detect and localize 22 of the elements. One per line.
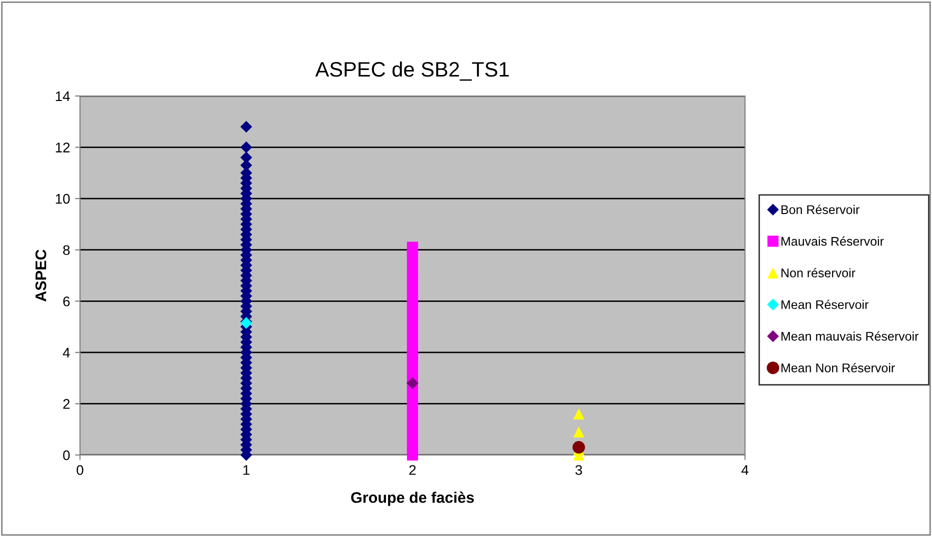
y-tick-label: 4	[62, 348, 70, 358]
y-tick-label: 0	[63, 450, 70, 460]
chart-title: ASPEC de SB2_TS1	[315, 61, 509, 81]
y-tick-label: 14	[56, 91, 70, 102]
legend-label: Mean mauvais Réservoir	[782, 331, 919, 341]
legend-label: Bon Réservoir	[782, 204, 860, 214]
legend-label: Mauvais Réservoir	[782, 236, 884, 246]
x-tick-label: 1	[243, 465, 250, 475]
x-tick-label: 0	[76, 465, 84, 475]
y-tick-label: 8	[63, 245, 70, 256]
y-tick-label: 2	[63, 399, 70, 409]
legend-label: Mean Non Réservoir	[782, 363, 895, 372]
legend-label: Non réservoir	[782, 268, 856, 278]
y-axis-title: ASPEC	[35, 250, 46, 302]
x-tick-label: 3	[575, 465, 582, 475]
x-tick-label: 4	[741, 465, 748, 475]
x-axis-title: Groupe de faciès	[351, 492, 474, 506]
legend-label: Mean Réservoir	[782, 300, 868, 310]
y-tick-label: 12	[56, 142, 70, 152]
y-tick-label: 10	[56, 194, 70, 204]
x-tick-label: 2	[409, 465, 416, 475]
y-tick-label: 6	[63, 296, 70, 306]
